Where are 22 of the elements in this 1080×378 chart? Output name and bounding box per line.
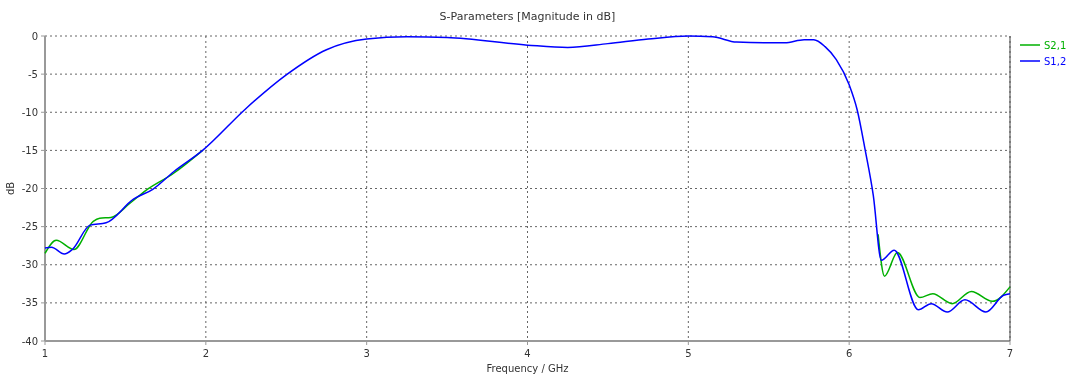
y-tick-label: -40 [21,335,38,347]
x-tick-label: 4 [524,348,531,359]
line-series [877,233,1011,305]
x-tick-label: 7 [1006,348,1014,359]
y-tick-label: -25 [21,221,38,233]
y-tick-label: -15 [21,144,38,156]
y-tick-label: -10 [21,106,38,118]
chart-title: S-Parameters [Magnitude in dB] [439,10,616,23]
y-tick-label: -35 [21,297,38,309]
legend-label: S1,2 [1044,56,1067,67]
x-tick-label: 1 [41,348,49,359]
y-tick-label: 0 [31,30,38,42]
y-tick-label: -30 [21,259,38,271]
x-tick-label: 3 [363,348,370,359]
x-tick-label: 5 [685,348,692,359]
x-tick-label: 2 [202,348,210,359]
y-tick-label: -5 [28,68,38,80]
y-tick-label: -20 [21,183,38,194]
y-axis-title: dB [5,181,16,196]
x-tick-label: 6 [845,348,853,359]
legend-label: S2,1 [1044,40,1067,51]
x-axis-title: Frequency / GHz [486,363,569,374]
